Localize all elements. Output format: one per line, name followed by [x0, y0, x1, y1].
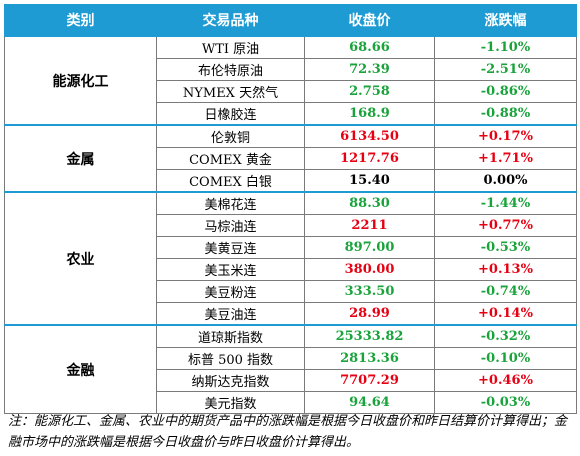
close-price-cell: 15.40: [304, 169, 435, 193]
change-cell: +0.17%: [434, 124, 577, 148]
group-1: 金属 伦敦铜 6134.50 +0.17% COMEX 黄金 1217.76 +1.71% C…: [4, 124, 577, 193]
table-row: 美豆粉连 333.50 -0.74%: [5, 280, 577, 303]
category-cell: 金融: [4, 324, 157, 414]
table-row: 农业 美棉花连 88.30 -1.44%: [4, 191, 577, 326]
close-price-cell: 2.758: [304, 80, 435, 103]
change-cell: 0.00%: [434, 169, 577, 193]
instrument-cell: 美元指数: [156, 391, 305, 414]
instrument-cell: 美黄豆连: [156, 236, 305, 259]
close-price-cell: 380.00: [304, 258, 435, 281]
table-row: 金融 道琼斯指数 25333.82 -0.32%: [4, 324, 577, 414]
instrument-cell: COMEX 黄金: [156, 147, 305, 170]
close-price-cell: 897.00: [304, 236, 435, 259]
instrument-cell: 伦敦铜: [156, 124, 305, 148]
category-cell: 金属: [4, 124, 157, 193]
instrument-cell: 美玉米连: [156, 258, 305, 281]
close-price-cell: 7707.29: [304, 369, 435, 392]
category-cell: 农业: [4, 191, 157, 326]
market-table: 类别 交易品种 收盘价 涨跌幅 能源化工 WTI 原油 68.66 -1.10% 布伦特…: [4, 4, 577, 414]
close-price-cell: 2211: [304, 214, 435, 237]
change-cell: -0.10%: [434, 347, 577, 370]
table-row: 能源化工 WTI 原油 68.66 -1.10%: [4, 35, 577, 126]
close-price-cell: 1217.76: [304, 147, 435, 170]
change-cell: -0.74%: [434, 280, 577, 303]
group-2: 农业 美棉花连 88.30 -1.44% 马棕油连 2211 +0.77% 美黄豆连 897.0…: [4, 191, 577, 326]
table-row: COMEX 黄金 1217.76 +1.71%: [5, 147, 577, 170]
instrument-cell: 布伦特原油: [156, 58, 305, 81]
change-cell: -0.03%: [434, 391, 577, 414]
close-price-cell: 168.9: [304, 102, 435, 126]
header-row: 类别 交易品种 收盘价 涨跌幅: [4, 4, 577, 37]
close-price-cell: 68.66: [304, 35, 435, 59]
table-row: 美元指数 94.64 -0.03%: [5, 391, 577, 414]
table-row: 金属 伦敦铜 6134.50 +0.17%: [4, 124, 577, 193]
footnote: 注：能源化工、金属、农业中的期货产品中的涨跌幅是根据今日收盘价和昨日结算价计算得…: [8, 414, 568, 450]
change-cell: -0.32%: [434, 324, 577, 348]
instrument-cell: COMEX 白银: [156, 169, 305, 193]
change-cell: -1.10%: [434, 35, 577, 59]
instrument-cell: 纳斯达克指数: [156, 369, 305, 392]
close-price-cell: 2813.36: [304, 347, 435, 370]
change-cell: -1.44%: [434, 191, 577, 215]
close-price-cell: 94.64: [304, 391, 435, 414]
table-row: NYMEX 天然气 2.758 -0.86%: [5, 80, 577, 103]
change-cell: +0.77%: [434, 214, 577, 237]
header-instrument: 交易品种: [156, 4, 305, 37]
instrument-cell: 马棕油连: [156, 214, 305, 237]
table-row: 马棕油连 2211 +0.77%: [5, 214, 577, 237]
table-row: 美玉米连 380.00 +0.13%: [5, 258, 577, 281]
instrument-cell: NYMEX 天然气: [156, 80, 305, 103]
change-cell: +0.14%: [434, 302, 577, 326]
group-0: 能源化工 WTI 原油 68.66 -1.10% 布伦特原油 72.39 -2.51% NYM…: [4, 35, 577, 126]
header-close-price: 收盘价: [304, 4, 435, 37]
table-row: 美黄豆连 897.00 -0.53%: [5, 236, 577, 259]
instrument-cell: 标普 500 指数: [156, 347, 305, 370]
instrument-cell: 道琼斯指数: [156, 324, 305, 348]
group-3: 金融 道琼斯指数 25333.82 -0.32% 标普 500 指数 2813.36 -0.…: [4, 324, 577, 414]
change-cell: -0.88%: [434, 102, 577, 126]
close-price-cell: 28.99: [304, 302, 435, 326]
change-cell: -0.86%: [434, 80, 577, 103]
header-change: 涨跌幅: [434, 4, 577, 37]
change-cell: -2.51%: [434, 58, 577, 81]
change-cell: +0.46%: [434, 369, 577, 392]
change-cell: +0.13%: [434, 258, 577, 281]
change-cell: -0.53%: [434, 236, 577, 259]
close-price-cell: 88.30: [304, 191, 435, 215]
header-category: 类别: [4, 4, 157, 37]
instrument-cell: 美棉花连: [156, 191, 305, 215]
table-row: 纳斯达克指数 7707.29 +0.46%: [5, 369, 577, 392]
close-price-cell: 72.39: [304, 58, 435, 81]
close-price-cell: 6134.50: [304, 124, 435, 148]
instrument-cell: 美豆粉连: [156, 280, 305, 303]
change-cell: +1.71%: [434, 147, 577, 170]
close-price-cell: 25333.82: [304, 324, 435, 348]
table-row: COMEX 白银 15.40 0.00%: [5, 169, 577, 193]
category-cell: 能源化工: [4, 35, 157, 126]
close-price-cell: 333.50: [304, 280, 435, 303]
instrument-cell: 美豆油连: [156, 302, 305, 326]
instrument-cell: WTI 原油: [156, 35, 305, 59]
instrument-cell: 日橡胶连: [156, 102, 305, 126]
